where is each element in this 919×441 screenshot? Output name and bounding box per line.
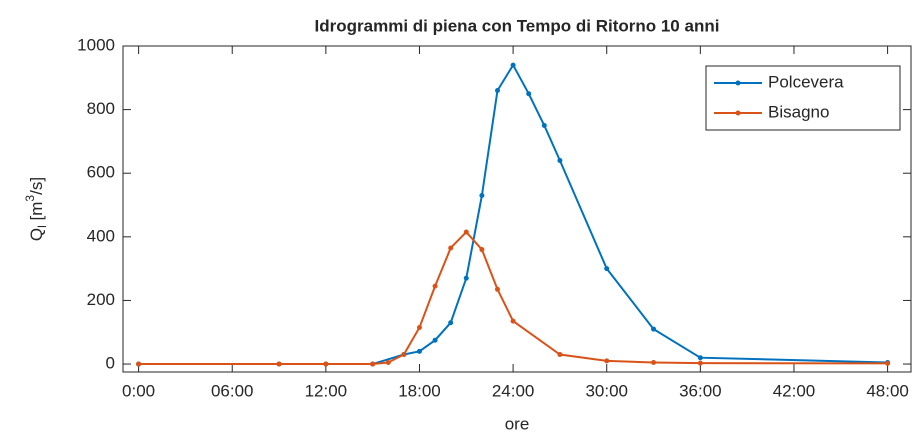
marker [494,88,500,94]
marker [479,192,485,198]
marker [276,361,282,367]
x-tick-label: 36:00 [679,381,722,400]
marker [494,286,500,292]
x-tick-label: 30:00 [585,381,628,400]
y-tick-label: 400 [87,226,115,245]
marker [370,361,376,367]
legend: Polcevera Bisagno [705,65,901,131]
legend-marker [735,110,741,116]
x-tick-label: 0:00 [122,381,155,400]
marker [526,91,532,97]
marker [448,320,454,326]
marker [697,360,703,366]
legend-marker [735,80,741,86]
marker [385,359,391,365]
x-axis-label: ore [505,414,530,433]
marker [463,229,469,235]
marker [697,355,703,361]
marker [432,283,438,289]
x-tick-label: 48:00 [866,381,909,400]
marker [541,123,547,129]
marker [557,352,563,358]
x-tick-label: 12:00 [305,381,348,400]
line [138,230,888,366]
legend-label: Polcevera [768,72,844,91]
y-tick-label: 1000 [77,35,115,54]
x-tick-label: 42:00 [773,381,816,400]
marker [651,359,657,365]
y-tick-label: 600 [87,163,115,182]
marker [557,157,563,163]
chart-title: Idrogrammi di piena con Tempo di Ritorno… [315,16,720,35]
marker [401,352,407,358]
marker [479,247,485,253]
marker [432,337,438,343]
y-tick-label: 800 [87,99,115,118]
marker [510,318,516,324]
marker [885,360,891,366]
marker [448,245,454,251]
legend-box [705,65,901,131]
marker [651,326,657,332]
x-tick-label: 18:00 [398,381,441,400]
marker [323,361,329,367]
marker [463,275,469,281]
x-tick-label: 06:00 [211,381,254,400]
legend-label: Bisagno [768,102,829,121]
marker [136,361,142,367]
marker [510,62,516,68]
y-tick-label: 200 [87,290,115,309]
x-tick-label: 24:00 [492,381,535,400]
y-tick-label: 0 [106,354,115,373]
y-axis-label: Ql [m3/s] [23,177,49,241]
marker [416,324,422,330]
marker [416,348,422,354]
marker [604,266,610,272]
marker [604,358,610,364]
